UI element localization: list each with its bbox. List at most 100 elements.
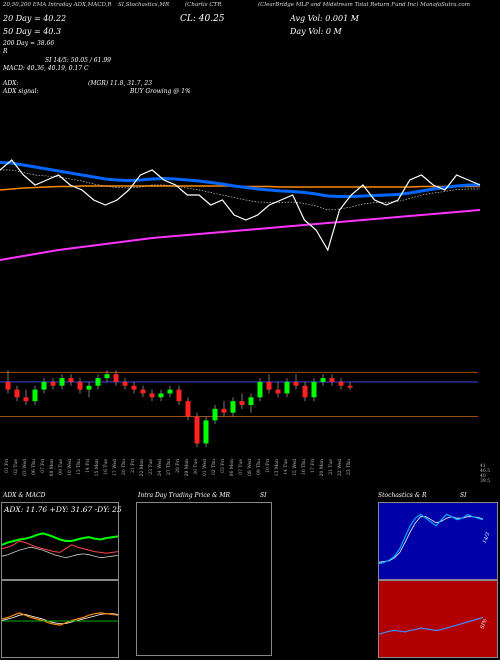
date-label: 07 Tue: [238, 459, 244, 475]
date-label: 08 Mon: [49, 459, 55, 476]
candle-body: [266, 381, 272, 390]
date-label: 16 Tue: [103, 459, 109, 475]
candle-body: [239, 401, 245, 405]
panel-line: [2, 546, 118, 559]
si-panel: SI%: [378, 580, 498, 658]
candle-body: [329, 378, 335, 382]
date-label: 02 Thu: [211, 459, 217, 475]
date-label: 06 Mon: [229, 459, 235, 476]
candle-body: [32, 389, 38, 402]
series-price: [0, 159, 481, 252]
header-company: (ClearBridge MLP and Midstream Total Ret…: [258, 2, 470, 8]
candle-body: [104, 374, 110, 379]
candle-body: [338, 381, 344, 386]
candle-body: [14, 389, 20, 398]
stoch-panel-si: SI: [460, 492, 467, 499]
date-label: 20 Mon: [319, 459, 325, 476]
date-label: 16 Thu: [301, 459, 307, 475]
candle-body: [185, 401, 191, 417]
date-label: 13 Thu: [76, 459, 82, 475]
panel-line: [2, 612, 118, 626]
ema-chart: [0, 159, 481, 261]
candle-body: [275, 389, 281, 394]
series-50-day: [0, 161, 480, 198]
level-label: 40: [480, 473, 486, 479]
candle-chart: 01 Fri 02 Tue 03 Wed 06 Thu 07 Fri 08 Mon 09 T…: [0, 370, 490, 484]
panel-line: [379, 513, 484, 565]
header-top-left: 20,50,200 EMA Intraday ADX,MACD,R: [3, 2, 112, 8]
candle-body: [158, 393, 164, 398]
candle-body: [302, 385, 308, 398]
date-label: 23 Thu: [346, 459, 352, 475]
date-label: 23 Tue: [148, 459, 154, 475]
candle-body: [248, 397, 254, 405]
panel-line: [2, 540, 118, 554]
date-label: 20 Thu: [121, 459, 127, 475]
close-label: CL: 40.25: [180, 14, 225, 24]
candle-body: [221, 408, 227, 413]
candle-body: [293, 381, 299, 386]
ema20-label: 20 Day = 40.22: [3, 14, 67, 23]
panel-line: [2, 532, 118, 546]
candle-body: [86, 385, 92, 390]
date-label: 28 Fri: [175, 458, 181, 472]
level-label: 41: [480, 463, 486, 469]
date-label: 06 Thu: [31, 459, 37, 475]
date-label: 08 Wed: [247, 459, 253, 476]
candle-body: [50, 381, 56, 386]
si-lines: [379, 616, 484, 635]
date-label: 13 Mon: [274, 459, 280, 476]
stoch-lines: [379, 513, 484, 565]
candle-body: [68, 378, 74, 382]
date-label: 21 Tue: [328, 459, 334, 475]
candle-body: [149, 393, 155, 398]
date-label: 03 Wed: [22, 459, 28, 476]
header-top-middle: SI,Stochastics,MR: [118, 2, 170, 8]
date-label: 07 Fri: [40, 458, 46, 472]
panel-line: [379, 516, 484, 563]
candle-body: [41, 381, 47, 390]
ema200-label: 200 Day = 38.66: [3, 40, 55, 47]
date-label: 14 Fri: [85, 458, 91, 472]
candle-body: [23, 397, 29, 402]
candle-body: [347, 385, 353, 388]
candle-body: [284, 381, 290, 394]
series-long: [0, 209, 481, 261]
intra-panel-si: SI: [260, 492, 267, 499]
candle-body: [230, 401, 236, 413]
candle-body: [113, 374, 119, 382]
candle-body: [176, 389, 182, 402]
macd-lines: [2, 612, 118, 626]
date-label: 27 Thu: [166, 459, 172, 475]
level-label: 40.5: [480, 468, 490, 474]
day-vol-label: Day Vol: 0 M: [290, 27, 342, 36]
candle-body: [257, 381, 263, 398]
date-label: 24 Wed: [157, 459, 163, 476]
mgr-label: (MGR) 11.8, 31.7, 23: [88, 80, 153, 87]
date-label: 10 Wed: [67, 459, 73, 476]
candle-body: [212, 408, 218, 421]
avg-vol-label: Avg Vol: 0.001 M: [290, 14, 359, 23]
series-20-day: [0, 169, 480, 211]
date-label: 17 Fri: [310, 458, 316, 472]
candle-body: [122, 381, 128, 386]
candle-body: [95, 378, 101, 386]
stoch-panel-title: Stochastics & R: [378, 492, 427, 499]
header-symbol: (Chartis CTR: [185, 2, 222, 8]
si-label: SI 14/5: 50.05 / 61.99: [45, 57, 111, 64]
date-label: 03 Fri: [220, 458, 226, 472]
candle-body: [203, 420, 209, 444]
date-label: 02 Tue: [13, 459, 19, 475]
date-label: 21 Fri: [130, 458, 136, 472]
adx-panel-title: ADX & MACD: [3, 492, 46, 499]
date-label: 29 Mon: [184, 459, 190, 476]
adx-values: ADX: 11.76 +DY: 31.67 -DY: 25: [4, 505, 122, 514]
date-label: 01 Wed: [202, 459, 208, 476]
intraday-panel: [136, 502, 272, 656]
date-label: 15 Mon: [94, 459, 100, 476]
candle-body: [5, 381, 11, 390]
candle-body: [167, 389, 173, 394]
r-label: R: [3, 48, 8, 55]
candle-body: [320, 378, 326, 382]
candle-body: [311, 381, 317, 398]
